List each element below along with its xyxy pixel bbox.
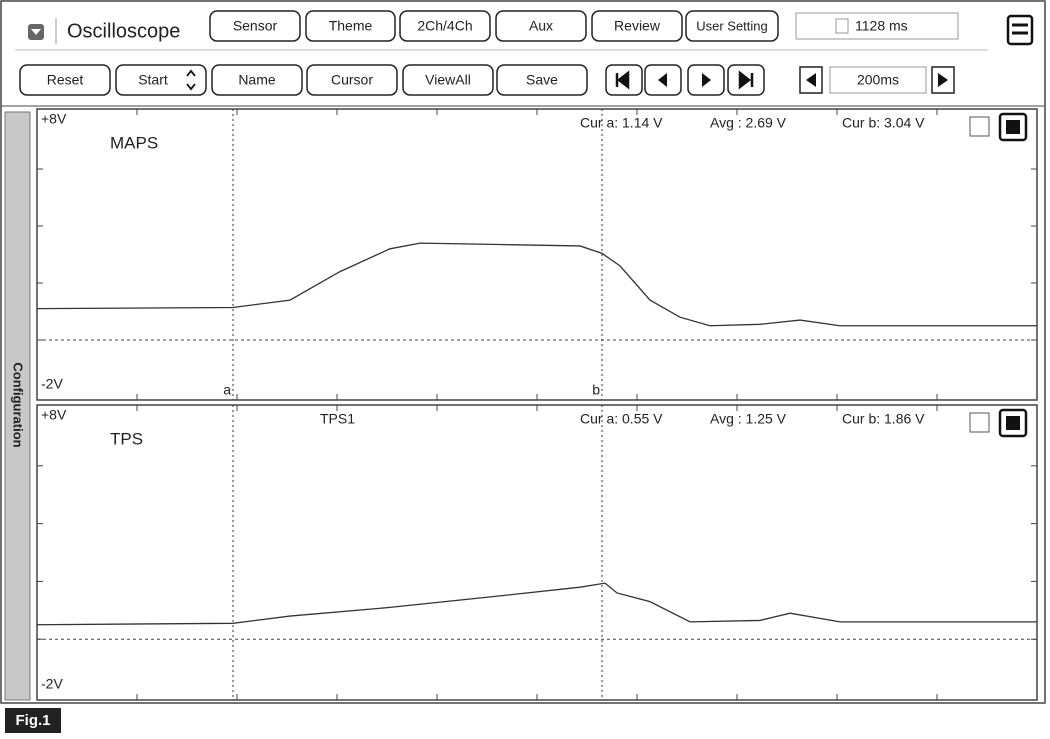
action-button-label: Save — [526, 72, 558, 88]
menu-icon-arrow — [31, 29, 41, 35]
side-tab[interactable] — [4, 111, 31, 701]
channel-checkbox[interactable] — [969, 116, 990, 137]
layout-icon[interactable] — [1006, 14, 1034, 46]
menu-button-label: User Setting — [696, 18, 768, 33]
nav-buttons: 200ms — [605, 64, 955, 96]
readout: Cur b: 3.04 V — [842, 115, 925, 131]
figure-badge — [5, 708, 61, 733]
app-title: Oscilloscope — [67, 20, 180, 42]
spinner-icon — [186, 69, 196, 91]
action-button-label: Cursor — [331, 72, 373, 88]
action-button-label: Reset — [47, 72, 84, 88]
prev-icon — [658, 73, 667, 87]
action-button[interactable] — [496, 64, 588, 96]
y-tick-label: +8V — [41, 111, 67, 127]
action-button[interactable] — [306, 64, 398, 96]
menu-button-label: Aux — [529, 18, 553, 34]
action-button[interactable] — [402, 64, 494, 96]
side-tab-label: Configuration — [11, 362, 26, 447]
time-up-icon — [938, 73, 948, 87]
readout: Avg : 2.69 V — [710, 115, 787, 131]
menu-button-label: Theme — [329, 18, 373, 34]
plot-area — [36, 108, 1038, 401]
action-button-label: ViewAll — [425, 72, 471, 88]
cursor-label: a — [223, 382, 231, 398]
channel-name: MAPS — [110, 133, 158, 152]
readout: Cur a: 1.14 V — [580, 115, 663, 131]
readout: Avg : 1.25 V — [710, 411, 787, 427]
menu-button[interactable] — [591, 10, 683, 42]
menu-button-label: Sensor — [233, 18, 278, 34]
menu-button[interactable] — [305, 10, 396, 42]
channel-name: TPS — [110, 429, 143, 448]
cursor-label: b — [592, 382, 600, 398]
plot-area — [36, 404, 1038, 701]
last-icon — [738, 70, 754, 90]
waveform — [36, 242, 1037, 327]
time-per-div: 200ms — [857, 72, 899, 88]
y-tick-label: +8V — [41, 407, 67, 423]
next-icon — [702, 73, 711, 87]
action-button[interactable] — [19, 64, 111, 96]
channel-toggle-fill — [1006, 416, 1020, 430]
elapsed-icon — [835, 18, 849, 34]
menu-button[interactable] — [495, 10, 587, 42]
elapsed-time: 1128 ms — [855, 18, 908, 34]
y-tick-label: -2V — [41, 676, 63, 692]
action-button-label: Start — [138, 72, 168, 88]
time-box — [829, 66, 927, 94]
menu-button[interactable] — [685, 10, 779, 42]
menu-button[interactable] — [209, 10, 301, 42]
action-button[interactable] — [211, 64, 303, 96]
waveform — [36, 582, 1037, 626]
channel-toggle-fill — [1006, 120, 1020, 134]
action-button-label: Name — [238, 72, 276, 88]
elapsed-box — [795, 12, 959, 40]
figure-label: Fig.1 — [15, 712, 50, 729]
readout: Cur a: 0.55 V — [580, 411, 663, 427]
menu-button[interactable] — [399, 10, 491, 42]
first-icon — [615, 70, 630, 90]
menu-button-label: Review — [614, 18, 661, 34]
menu-button-label: 2Ch/4Ch — [417, 18, 472, 34]
action-button[interactable] — [115, 64, 207, 96]
channel-checkbox[interactable] — [969, 412, 990, 433]
y-tick-label: -2V — [41, 376, 63, 392]
readout: Cur b: 1.86 V — [842, 411, 925, 427]
channel-title: TPS1 — [320, 411, 355, 427]
time-down-icon — [806, 73, 816, 87]
